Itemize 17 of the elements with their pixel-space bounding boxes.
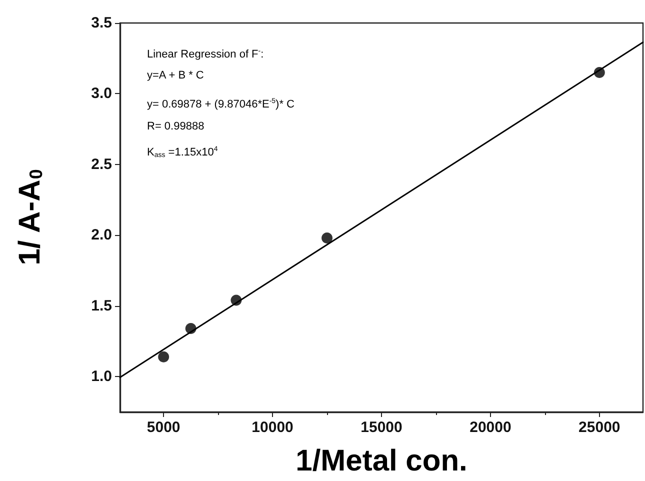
y-tick-label: 3.0	[91, 85, 112, 102]
x-tick-label: 5000	[146, 419, 180, 436]
y-tick-label: 1.0	[91, 368, 112, 386]
x-tick-label: 25000	[578, 419, 620, 436]
x-axis-title: 1/Metal con.	[296, 444, 468, 478]
y-tick-label: 2.5	[91, 156, 112, 173]
x-tick-label: 10000	[252, 419, 294, 436]
annotation: R= 0.99888	[147, 120, 204, 132]
point	[322, 232, 333, 244]
y-tick-label: 1.5	[91, 297, 112, 314]
y-axis-title: 1/ A-A0	[14, 169, 46, 266]
x-tick-label: 20000	[470, 419, 512, 436]
annotation: y=A + B * C	[147, 70, 204, 82]
point	[158, 351, 170, 362]
x-tick-label: 15000	[360, 419, 402, 436]
y-tick-label: 2.0	[91, 226, 112, 244]
y-tick-label: 3.5	[91, 14, 112, 32]
